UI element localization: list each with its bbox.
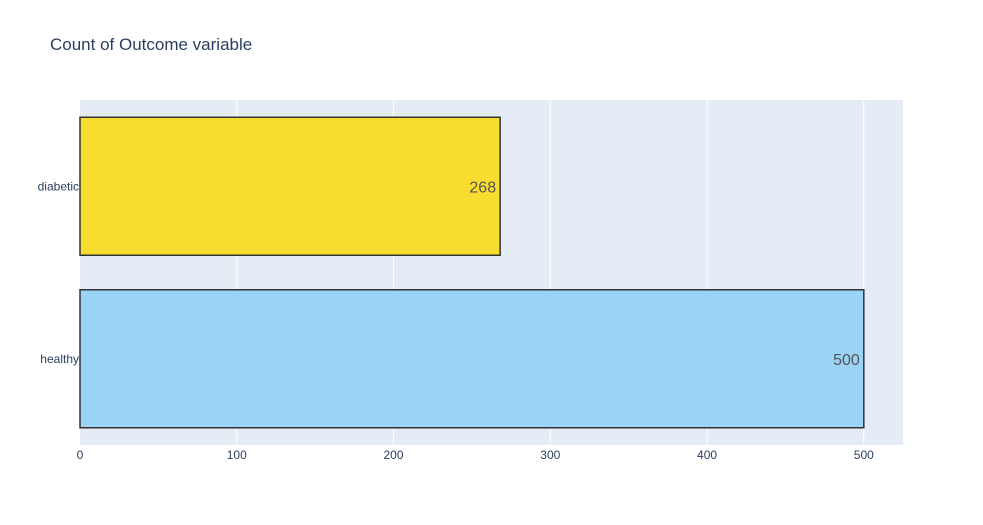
x-tick-label: 100: [227, 448, 247, 462]
x-axis-ticks: 0 100 200 300 400 500: [77, 448, 874, 462]
x-tick-label: 200: [384, 448, 404, 462]
x-tick-label: 300: [540, 448, 560, 462]
x-tick-label: 0: [77, 448, 84, 462]
y-axis-ticks: healthy diabetic: [38, 179, 79, 366]
data-label-healthy: 500: [833, 352, 860, 369]
y-tick-label-healthy: healthy: [40, 352, 79, 366]
data-label-diabetic: 268: [469, 179, 496, 196]
bar-healthy[interactable]: [79, 289, 865, 429]
y-tick-label-diabetic: diabetic: [38, 179, 79, 193]
bar-diabetic[interactable]: [79, 116, 501, 256]
data-labels: 500 268: [469, 179, 859, 369]
x-tick-label: 400: [697, 448, 717, 462]
x-tick-label: 500: [854, 448, 874, 462]
chart-title: Count of Outcome variable: [50, 35, 252, 54]
bars: [79, 116, 865, 429]
